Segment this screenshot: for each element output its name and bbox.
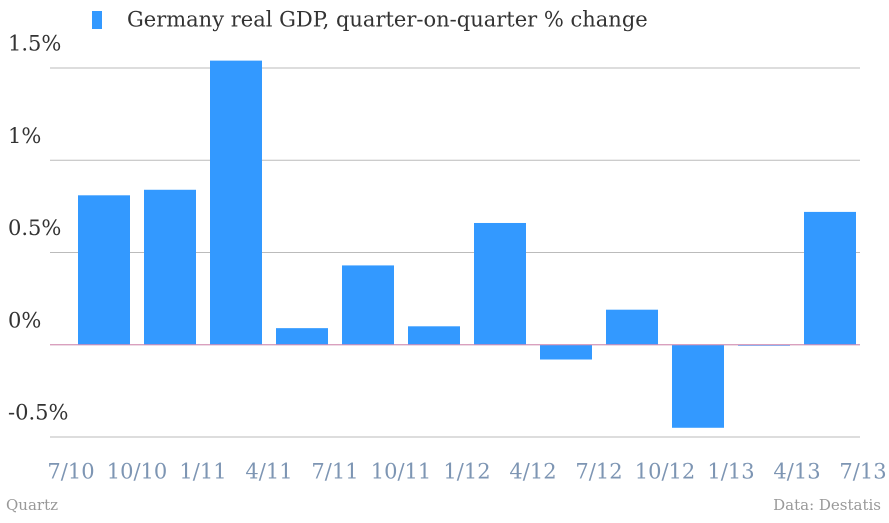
x-tick-label: 4/11: [245, 460, 292, 484]
legend-label: Germany real GDP, quarter-on-quarter % c…: [127, 8, 648, 32]
bar: [474, 222, 526, 345]
bar: [804, 211, 856, 345]
x-tick-label: 7/12: [575, 460, 622, 484]
source-left: Quartz: [6, 496, 58, 514]
bar: [210, 60, 262, 345]
x-tick-label: 10/10: [107, 460, 168, 484]
x-tick-label: 7/11: [311, 460, 358, 484]
bar: [276, 328, 328, 345]
bar: [606, 309, 658, 345]
bar: [78, 195, 130, 345]
source-right: Data: Destatis: [773, 496, 881, 514]
bar: [342, 265, 394, 345]
bar: [540, 344, 592, 360]
x-tick-label: 10/12: [635, 460, 696, 484]
x-tick-label: 4/13: [773, 460, 820, 484]
y-tick-label: 1.5%: [8, 32, 61, 56]
x-tick-label: 1/13: [707, 460, 754, 484]
x-tick-label: 4/12: [509, 460, 556, 484]
x-tick-label: 7/13: [839, 460, 886, 484]
x-tick-label: 7/10: [47, 460, 94, 484]
y-tick-label: -0.5%: [8, 401, 68, 425]
y-tick-label: 0%: [8, 308, 41, 332]
x-tick-label: 1/11: [179, 460, 226, 484]
bar: [672, 344, 724, 428]
bar: [408, 326, 460, 345]
x-tick-label: 1/12: [443, 460, 490, 484]
bar: [144, 189, 196, 345]
y-tick-label: 0.5%: [8, 216, 61, 240]
x-tick-label: 10/11: [371, 460, 432, 484]
y-tick-label: 1%: [8, 124, 41, 148]
legend-swatch: [92, 11, 102, 29]
